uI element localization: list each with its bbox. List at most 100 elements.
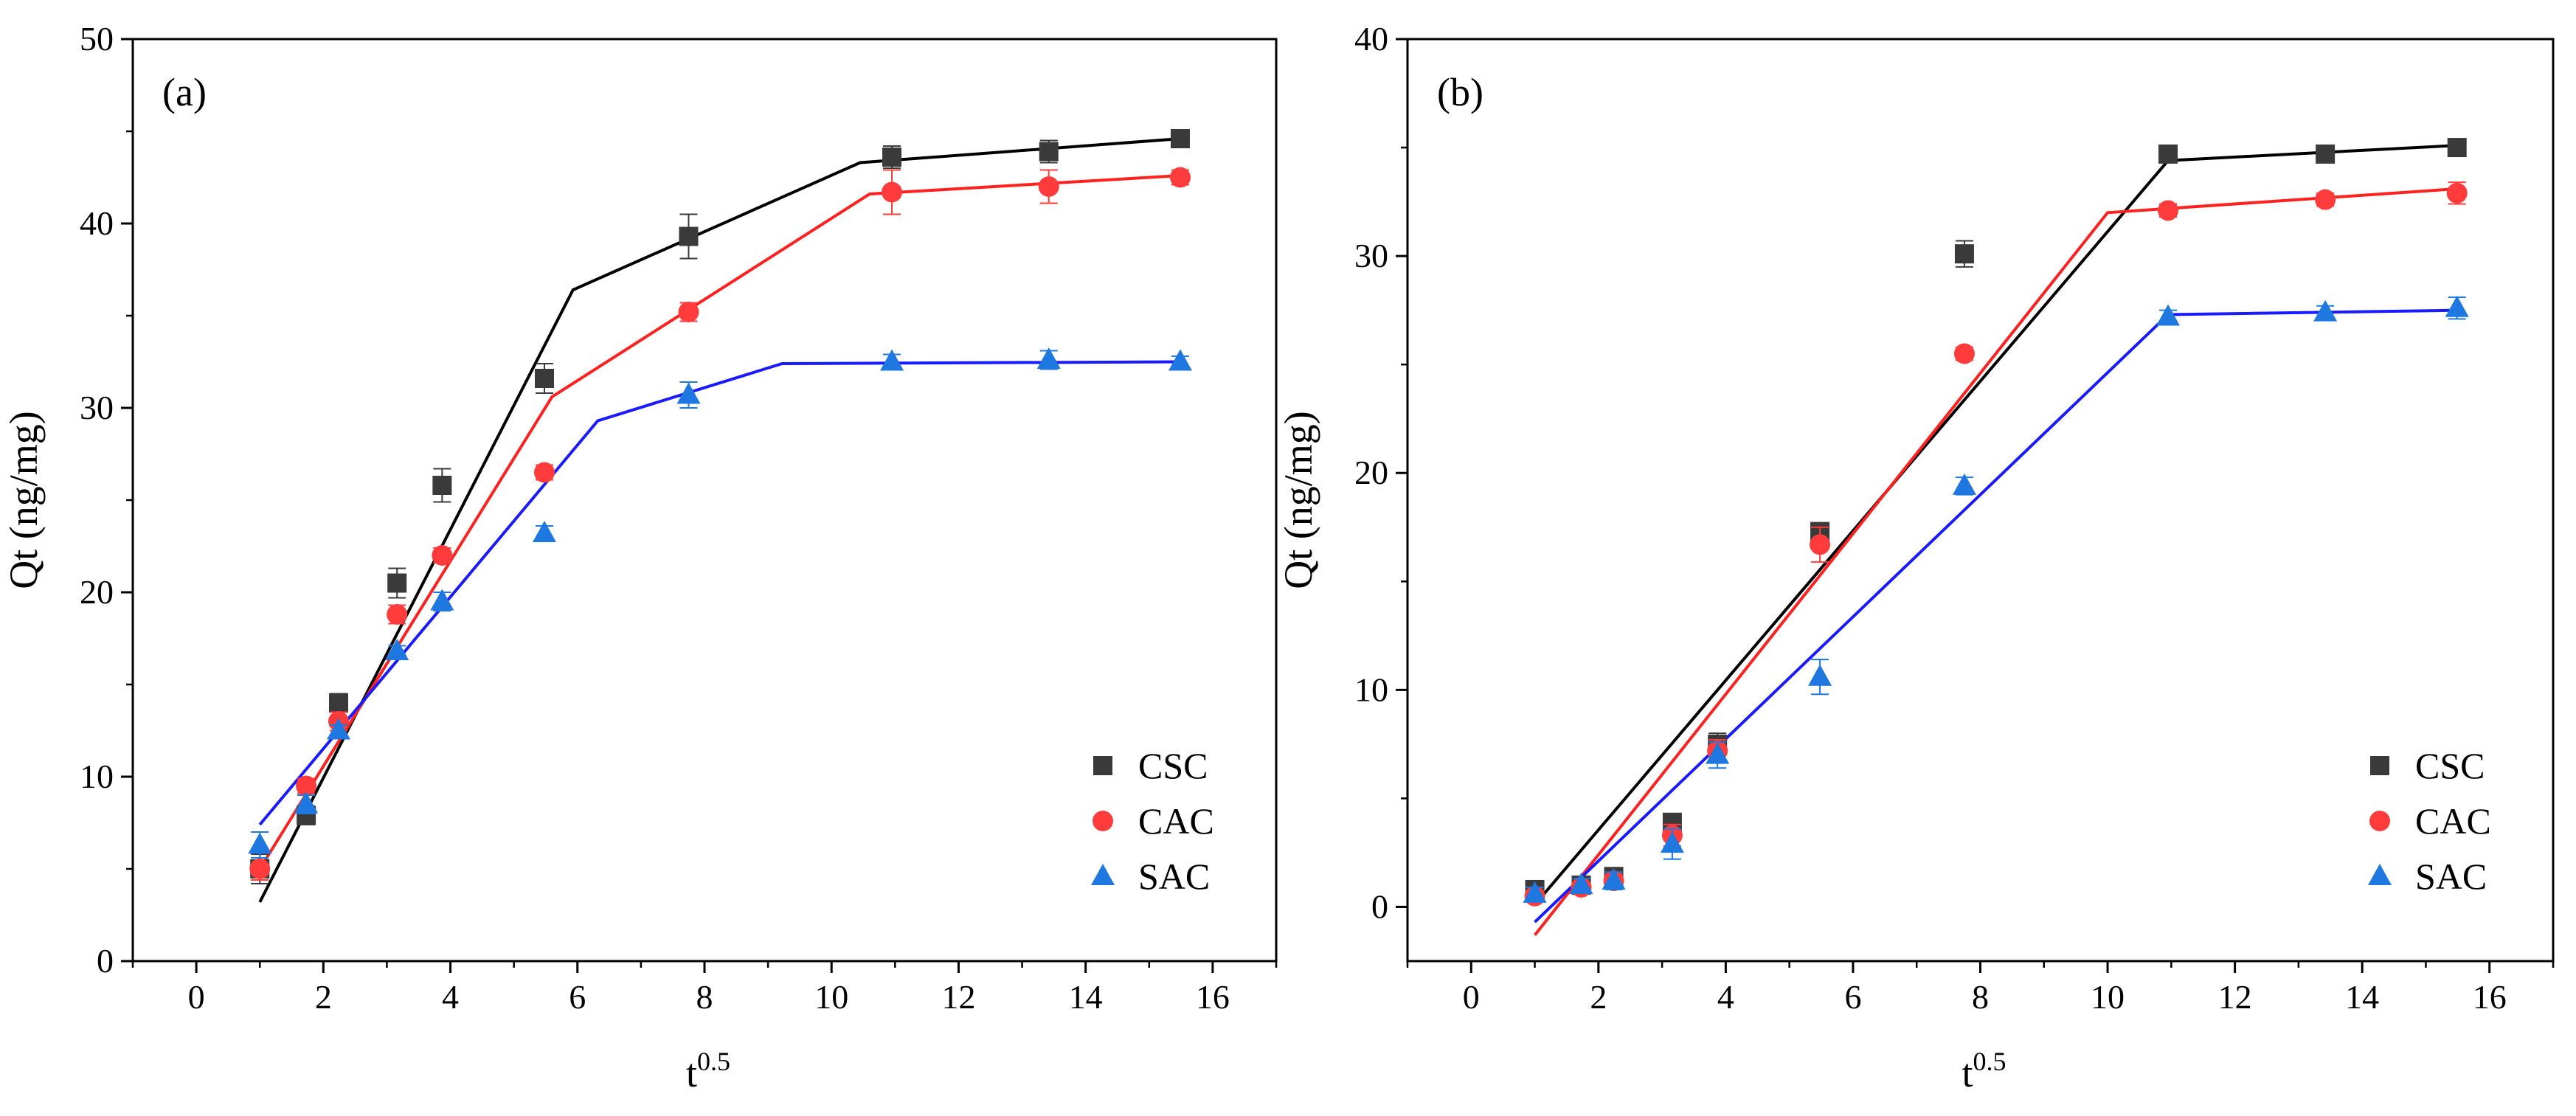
point-csc [882,148,902,167]
x-axis-title-base: t [686,1051,697,1095]
x-tick-label: 4 [442,978,459,1016]
point-sac [1660,831,1684,853]
x-axis-title-sup: 0.5 [697,1047,730,1076]
legend-marker-csc [1093,756,1112,775]
point-sac [1706,742,1730,764]
y-tick-label: 40 [80,204,114,242]
point-cac [296,775,317,797]
point-sac [2156,304,2181,326]
point-sac [327,718,350,740]
point-sac [1569,873,1593,895]
legend-label-csc: CSC [2415,745,2485,786]
x-tick-label: 14 [2345,978,2379,1016]
point-csc [1039,142,1059,162]
x-tick-label: 0 [188,978,205,1016]
point-csc [1954,244,1974,264]
y-tick-label: 10 [1354,670,1388,708]
legend-label-cac: CAC [1138,800,1214,842]
point-cac [2446,182,2468,204]
x-tick-label: 4 [1717,978,1734,1016]
point-sac [676,382,701,404]
y-tick-label: 20 [80,573,114,611]
point-sac [1952,473,1976,495]
x-tick-label: 2 [1590,978,1607,1016]
point-sac [1036,347,1061,369]
point-cac [249,859,271,879]
x-axis-title-sup: 0.5 [1973,1047,2007,1076]
point-cac [1038,176,1059,197]
point-cac [534,462,555,483]
point-cac [2158,200,2179,221]
y-tick-label: 0 [97,942,114,980]
point-csc [2158,144,2178,164]
x-tick-label: 12 [941,978,975,1016]
point-cac [432,545,453,566]
point-csc [329,693,348,713]
y-axis-title: Qt (ng/mg) [1,411,46,589]
x-tick-label: 6 [1844,978,1861,1016]
x-tick-label: 10 [814,978,848,1016]
legend-marker-csc [2370,756,2389,775]
y-axis-ticks: 0 10 20 30 40 [1354,20,1408,925]
legend-label-csc: CSC [1138,745,1208,786]
y-tick-label: 0 [1371,887,1388,925]
point-cac [1810,534,1831,555]
x-tick-label: 0 [1463,978,1480,1016]
legend-label-sac: SAC [1138,856,1210,897]
chart-panel-b: 0 10 20 30 40 0 2 4 6 8 10 12 14 16 (b) Qt (ng/mg) t… [1276,20,2555,1095]
x-axis-title: t0.5 [686,1047,730,1095]
point-csc [1170,129,1190,148]
point-cac [882,181,903,203]
y-tick-label: 30 [80,389,114,426]
fit-line-cac [1533,187,2457,936]
point-sac [294,791,319,814]
legend-label-sac: SAC [2415,856,2487,897]
x-tick-label: 2 [315,978,332,1016]
point-sac [430,589,454,611]
y-axis-ticks: 0 10 20 30 40 50 [80,20,133,980]
x-tick-label: 6 [569,978,586,1016]
point-sac [2313,299,2338,322]
point-cac [678,302,699,322]
x-axis-title: t0.5 [1962,1047,2007,1095]
point-sac [385,639,409,660]
y-axis-title: Qt (ng/mg) [1276,411,1320,589]
point-cac [1953,343,1975,364]
x-tick-label: 10 [2091,978,2125,1016]
point-csc [387,573,407,593]
fit-line-cac [258,174,1181,870]
x-tick-label: 12 [2218,978,2252,1016]
chart-panel-a: 0 10 20 30 40 50 0 2 4 6 8 10 12 14 16 (a) Qt (ng/mg)… [1,20,1278,1095]
panel-label: (a) [162,70,207,114]
x-tick-label: 8 [1972,978,1989,1016]
point-csc [679,226,699,246]
point-sac [880,349,904,371]
x-tick-label: 14 [1069,978,1103,1016]
point-csc [2316,144,2336,164]
y-tick-label: 30 [1354,237,1388,274]
point-cac [1169,167,1191,188]
x-tick-label: 8 [696,978,713,1016]
x-axis-ticks: 0 2 4 6 8 10 12 14 16 [1406,961,2555,1016]
legend: CSC CAC SAC [2368,745,2491,897]
legend-label-cac: CAC [2415,800,2491,842]
legend-marker-sac [2368,864,2392,885]
point-csc [535,369,554,388]
point-csc [432,476,452,495]
x-axis-ticks: 0 2 4 6 8 10 12 14 16 [131,961,1278,1016]
point-sac [2445,295,2469,317]
x-axis-title-base: t [1962,1051,1973,1095]
y-tick-label: 50 [80,20,114,58]
legend-marker-sac [1091,864,1115,885]
point-sac [533,521,556,542]
y-tick-label: 40 [1354,20,1388,58]
legend: CSC CAC SAC [1091,745,1214,897]
legend-marker-cac [1093,811,1113,831]
y-tick-label: 10 [80,758,114,795]
point-sac [248,832,272,854]
point-csc [2447,138,2467,158]
x-tick-label: 16 [2473,978,2507,1016]
point-sac [1808,664,1832,686]
panel-label: (b) [1437,70,1483,114]
